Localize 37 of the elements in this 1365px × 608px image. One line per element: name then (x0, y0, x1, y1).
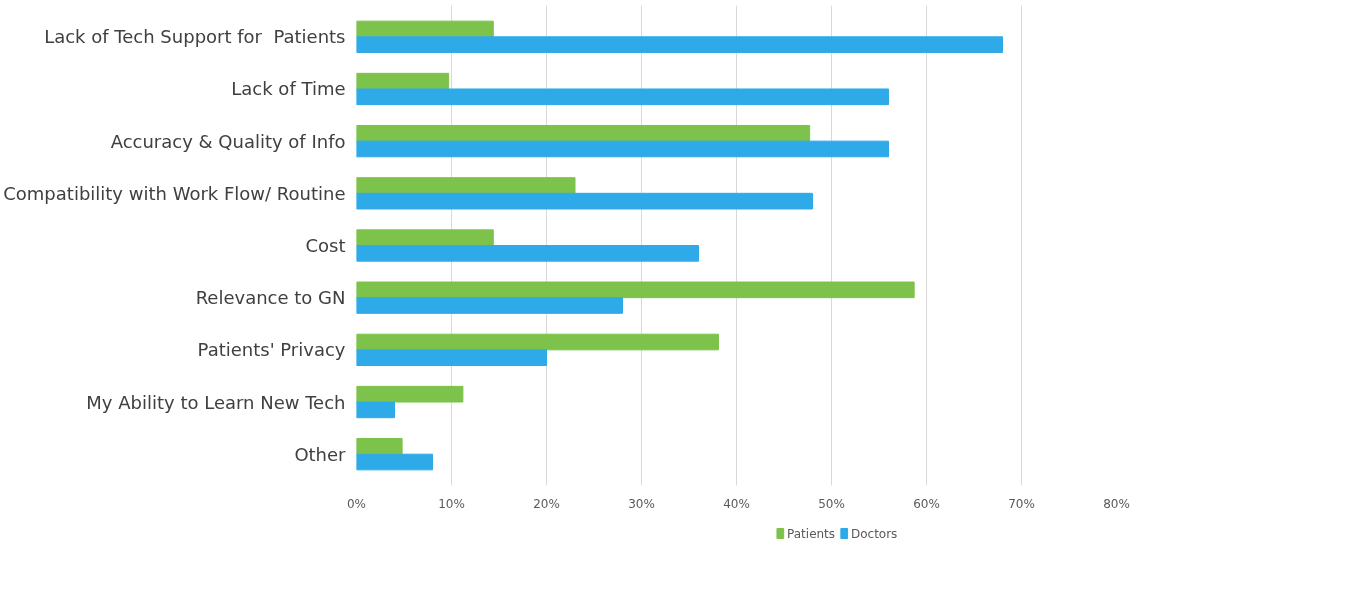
bar (356, 453, 433, 471)
bar (356, 438, 403, 455)
bar (356, 245, 699, 262)
bar (356, 281, 915, 299)
bar (356, 192, 813, 210)
x-tick-label: 10% (438, 496, 465, 511)
y-tick-label: Compatibility with Work Flow/ Routine (3, 182, 346, 204)
y-tick-label: Lack of Tech Support for Patients (44, 26, 346, 48)
x-tick-label: 80% (1103, 496, 1130, 511)
y-tick-label: Cost (305, 235, 346, 256)
y-tick-label: Patients' Privacy (197, 339, 346, 361)
y-tick-label: Accuracy & Quality of Info (110, 130, 346, 152)
x-tick-label: 50% (818, 496, 845, 511)
bar (356, 20, 494, 38)
y-tick-label: Relevance to GN (195, 287, 346, 309)
x-tick-label: 0% (346, 496, 367, 511)
bar (356, 333, 719, 351)
bar (356, 125, 811, 142)
bar (356, 385, 464, 403)
x-tick-label: 20% (533, 496, 560, 511)
bar (356, 36, 1003, 53)
y-tick-label: My Ability to Learn New Tech (86, 391, 346, 413)
x-tick-label: 60% (913, 496, 940, 511)
y-tick-label: Other (294, 443, 347, 465)
x-tick-label: 70% (1008, 496, 1035, 511)
bar (356, 297, 623, 314)
x-tick-label: 30% (628, 496, 655, 511)
legend-label: Patients (787, 526, 836, 541)
bar (356, 88, 889, 106)
bar (356, 401, 395, 419)
y-tick-label: Lack of Time (231, 78, 346, 100)
bar (356, 177, 576, 194)
bar (356, 140, 889, 158)
bar (356, 349, 547, 366)
bar (356, 229, 494, 246)
x-tick-label: 40% (723, 496, 750, 511)
legend-label: Doctors (850, 526, 898, 541)
